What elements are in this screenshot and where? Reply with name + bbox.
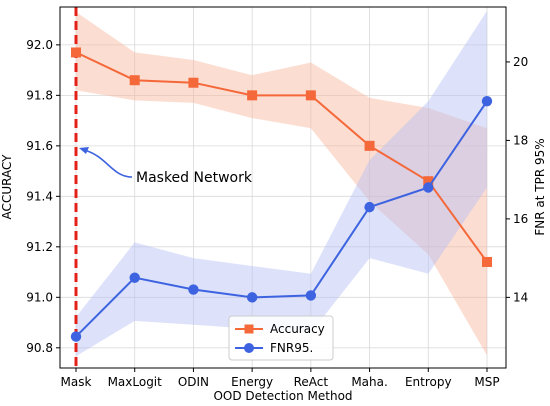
series: [70, 47, 493, 342]
point-fnr95: [129, 272, 140, 283]
x-axis-title: OOD Detection Method: [213, 389, 352, 403]
point-accuracy: [364, 140, 375, 151]
point-fnr95: [188, 284, 199, 295]
x-tick-labels: Mask MaxLogit ODIN Energy ReAct Maha. Entropy M…: [61, 375, 500, 389]
y-left-tick-label: 91.0: [26, 290, 53, 304]
x-tick-label: ReAct: [294, 375, 329, 389]
annotation: Masked Network: [79, 147, 253, 186]
legend-fnr-marker: [244, 343, 254, 353]
uncertainty-bands: [76, 10, 487, 357]
x-tick-label: MSP: [474, 375, 499, 389]
point-accuracy: [188, 77, 199, 88]
point-accuracy: [247, 90, 258, 101]
point-fnr95: [70, 331, 82, 342]
point-accuracy: [129, 75, 140, 86]
y-right-tick-labels: 14 16 18 20: [513, 55, 528, 304]
y-left-tick-label: 91.8: [26, 88, 53, 102]
point-accuracy: [71, 47, 81, 58]
y-axis-left-title: ACCURACY: [0, 154, 14, 220]
annotation-arrowhead: [79, 147, 89, 154]
point-accuracy: [423, 176, 434, 187]
y-axis-right-title: FNR at TPR 95%: [533, 138, 547, 235]
x-tick-label: ODIN: [178, 375, 209, 389]
point-accuracy: [482, 256, 492, 267]
legend-accuracy-label: Accuracy: [270, 322, 325, 336]
y-right-tick-label: 14: [513, 290, 528, 304]
y-right-tick-label: 18: [513, 133, 528, 147]
plot-frame: [59, 6, 507, 369]
x-tick-label: Energy: [231, 375, 273, 389]
annotation-text: Masked Network: [136, 170, 253, 186]
line-accuracy: [75, 51, 488, 263]
y-left-tick-label: 92.0: [26, 38, 53, 52]
y-right-tick-label: 16: [513, 212, 528, 226]
line-fnr95: [75, 100, 488, 338]
y-right-tick-label: 20: [513, 55, 528, 69]
point-fnr95: [481, 95, 493, 107]
band-accuracy: [76, 12, 487, 356]
point-fnr95: [246, 292, 258, 303]
y-left-tick-label: 91.4: [26, 189, 53, 203]
x-tick-label: Entropy: [405, 375, 452, 389]
legend-fnr-label: FNR95.: [270, 341, 313, 355]
tick-marks: [56, 44, 510, 372]
legend-accuracy-marker: [244, 324, 254, 334]
point-fnr95: [423, 182, 434, 193]
band-fnr95: [76, 10, 487, 357]
annotation-arrow: [83, 149, 133, 178]
point-accuracy: [305, 90, 316, 101]
y-left-tick-labels: 90.8 91.0 91.2 91.4 91.6 91.8 92.0: [26, 38, 53, 355]
legend: Accuracy FNR95.: [228, 315, 334, 361]
x-tick-label: Maha.: [351, 375, 387, 389]
x-tick-label: Mask: [61, 375, 92, 389]
y-left-tick-label: 90.8: [26, 341, 53, 355]
point-fnr95: [305, 290, 317, 301]
y-left-tick-label: 91.6: [26, 139, 53, 153]
y-left-tick-label: 91.2: [26, 240, 53, 254]
x-tick-label: MaxLogit: [108, 375, 163, 389]
point-fnr95: [364, 201, 375, 213]
